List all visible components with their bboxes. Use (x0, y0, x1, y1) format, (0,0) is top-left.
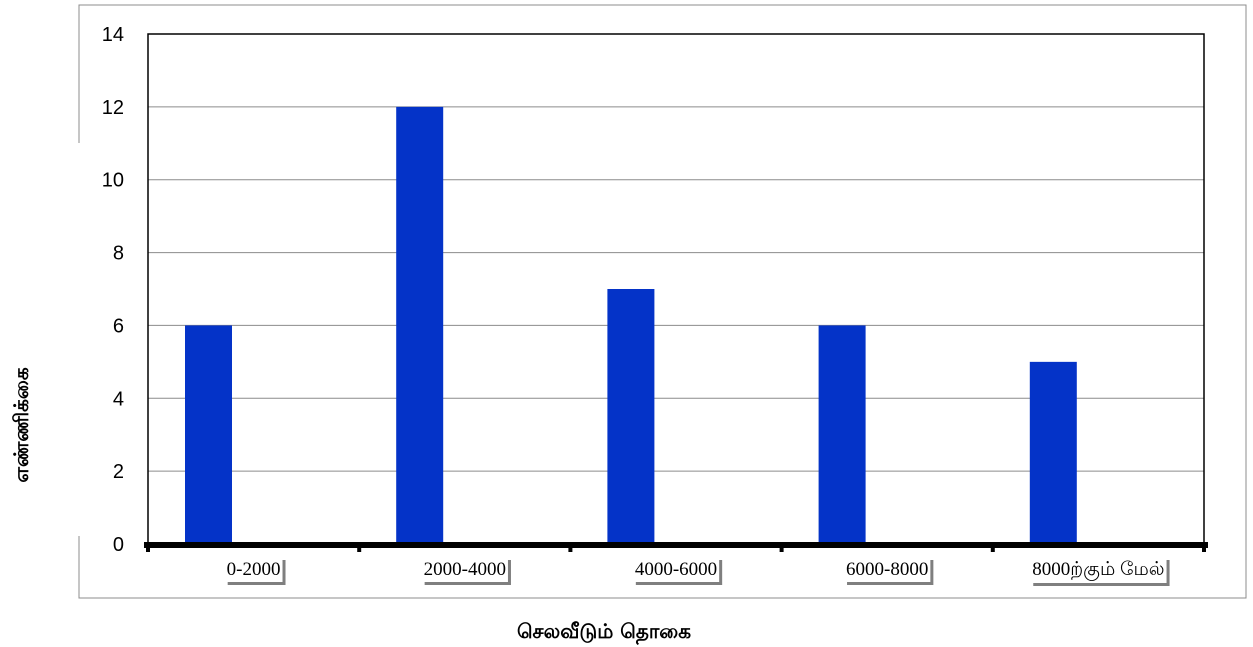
x-category-label: 8000ற்கும் மேல் (1032, 559, 1164, 581)
frame-gap (70, 143, 90, 536)
label-box (844, 557, 931, 582)
bar (396, 106, 444, 544)
label-box (632, 557, 720, 582)
label-box (224, 557, 283, 582)
x-category-label-group: 0-2000 (224, 557, 286, 585)
y-tick-label: 12 (102, 97, 124, 119)
x-category-label-group: 2000-4000 (421, 557, 511, 585)
bar (818, 325, 866, 544)
y-tick-label: 10 (102, 170, 124, 192)
label-box (421, 557, 508, 582)
bar (185, 325, 232, 544)
y-axis-title: எண்ணிக்கை (9, 367, 33, 483)
x-category-label-group: 6000-8000 (844, 557, 934, 585)
grid-lines (148, 33, 1204, 472)
y-tick-label: 14 (102, 24, 124, 46)
y-tick-label: 0 (113, 534, 124, 556)
label-box (1030, 557, 1167, 583)
y-tick-label: 8 (113, 243, 124, 265)
bar (607, 289, 655, 544)
x-category-labels: 0-2000 2000-4000 4000-6000 6000-8000 8000ற்க… (224, 557, 1170, 586)
y-tick-label: 6 (113, 315, 124, 337)
x-category-label: 2000-4000 (424, 559, 506, 580)
x-category-label-group: 4000-6000 (632, 557, 723, 585)
x-category-label: 0-2000 (227, 559, 281, 580)
x-axis-title: செலவீடும் தொகை (517, 619, 691, 645)
y-tick-label: 4 (113, 388, 124, 410)
y-tick-label: 2 (113, 461, 124, 483)
bar (1029, 361, 1077, 544)
x-category-label-group: 8000ற்கும் மேல் (1030, 557, 1170, 586)
bars (185, 106, 1077, 544)
y-tick-labels: 0 2 4 6 8 10 12 14 (102, 24, 124, 556)
x-category-label: 6000-8000 (846, 559, 928, 580)
x-category-label: 4000-6000 (635, 559, 717, 580)
axes (144, 33, 1208, 552)
